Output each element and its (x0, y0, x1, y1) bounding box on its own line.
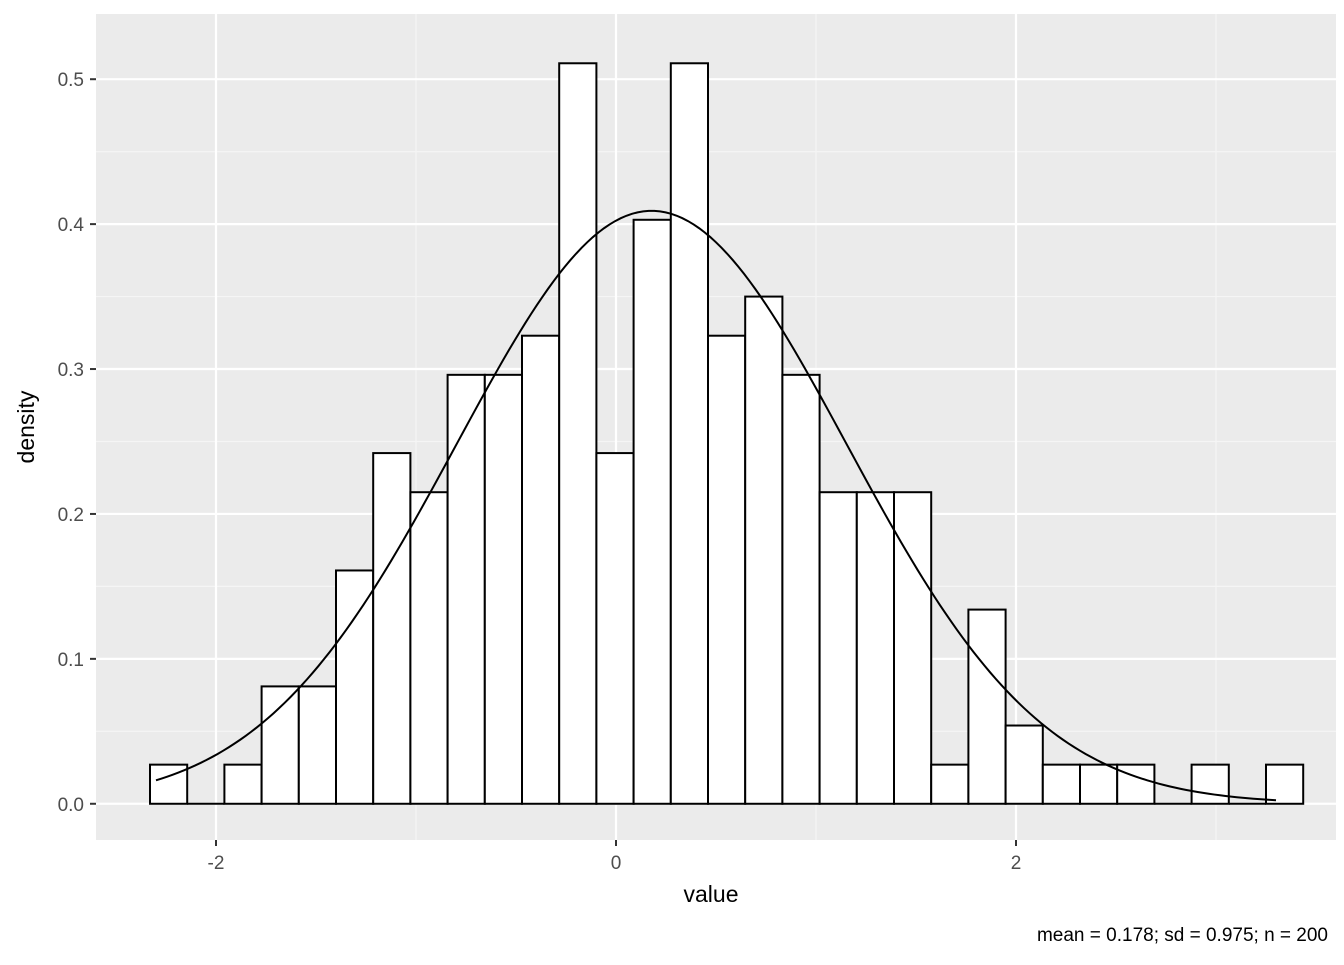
x-tick-label: 2 (1011, 853, 1022, 874)
histogram-bar (335, 569, 375, 805)
plot-caption: mean = 0.178; sd = 0.975; n = 200 (1037, 925, 1328, 946)
y-tick-label: 0.5 (58, 70, 84, 91)
density-curve (155, 209, 1277, 802)
histogram-bar (930, 763, 970, 805)
histogram-bar (744, 295, 784, 805)
y-tick-label: 0.3 (58, 360, 84, 381)
y-tick-label: 0.0 (58, 795, 84, 816)
histogram-bar (558, 62, 598, 805)
histogram-bar (1041, 763, 1082, 805)
axis-tick-labels: -2 0 2 0.0 0.1 0.2 0.3 0.4 0.5 (58, 70, 1022, 874)
y-tick-label: 0.4 (58, 215, 85, 236)
y-axis-title: density (13, 390, 39, 463)
histogram-bar (446, 373, 486, 805)
x-tick-label: -2 (208, 853, 225, 874)
histogram-bar (409, 491, 449, 805)
histogram-bar (1116, 763, 1156, 805)
histogram-bar (818, 491, 858, 805)
axis-ticks (90, 78, 1017, 846)
histogram-bar (967, 608, 1007, 805)
histogram-bar (1190, 763, 1230, 805)
x-axis-title: value (684, 881, 739, 907)
histogram-bar (483, 373, 523, 805)
histogram-bar (223, 763, 263, 805)
histogram-bar (781, 373, 821, 805)
histogram-bar (893, 491, 933, 805)
histogram-bar (1004, 724, 1044, 805)
histogram-bar (297, 685, 337, 805)
histogram-bar (1265, 763, 1305, 805)
density-curve-layer (155, 209, 1277, 802)
x-tick-label: 0 (611, 853, 622, 874)
histogram-bar (855, 491, 895, 805)
histogram-bar (260, 685, 300, 805)
histogram-bars (149, 62, 1305, 805)
histogram-bar (632, 218, 672, 805)
histogram-bar (149, 763, 189, 805)
histogram-bar (669, 62, 709, 805)
histogram-bar (595, 452, 635, 805)
histogram-bar (521, 334, 561, 805)
histogram-bar (372, 452, 412, 805)
y-tick-label: 0.1 (58, 650, 84, 671)
histogram-bar (1079, 763, 1119, 805)
y-tick-label: 0.2 (58, 505, 84, 526)
histogram-bar (707, 334, 747, 805)
